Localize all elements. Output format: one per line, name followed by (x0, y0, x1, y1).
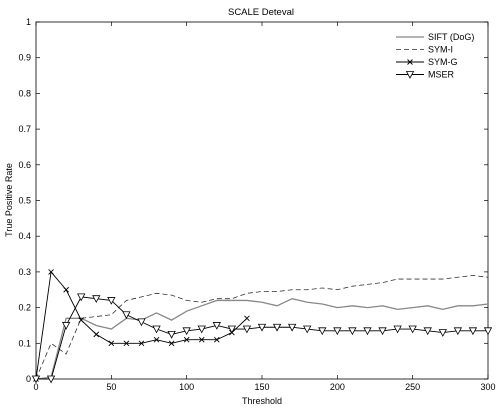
y-tick-label: 0.3 (18, 267, 31, 277)
x-marker (407, 59, 413, 65)
triangle-marker (438, 329, 447, 337)
legend-label: SYM-I (428, 45, 453, 55)
x-tick-label: 200 (330, 382, 345, 392)
x-marker (168, 340, 175, 347)
series-3 (31, 293, 493, 384)
triangle-marker (167, 330, 176, 339)
y-tick-label: 0.2 (18, 303, 31, 313)
triangle-marker (182, 327, 191, 336)
triangle-marker (408, 325, 417, 334)
y-axis-title: True Positive Rate (4, 163, 14, 237)
x-marker (213, 336, 220, 343)
triangle-marker (348, 327, 357, 336)
triangle-marker (468, 327, 478, 336)
triangle-marker (318, 327, 327, 336)
triangle-marker (46, 375, 56, 384)
triangle-marker (77, 293, 86, 302)
x-marker (138, 340, 145, 347)
triangle-marker (152, 325, 161, 334)
triangle-marker (122, 311, 131, 320)
triangle-marker (287, 323, 297, 332)
triangle-marker (423, 327, 432, 336)
x-marker (93, 331, 100, 338)
series-0 (35, 297, 489, 380)
triangle-marker (453, 327, 463, 336)
triangle-marker (212, 322, 221, 330)
x-tick-label: 300 (480, 382, 495, 392)
y-tick-label: 0.9 (18, 53, 31, 63)
y-tick-label: 0.4 (18, 231, 31, 241)
x-marker (108, 340, 115, 347)
legend-entry: SYM-I (396, 45, 453, 55)
triangle-marker (272, 323, 282, 332)
triangle-marker (92, 295, 101, 304)
triangle-marker (483, 327, 493, 336)
triangle-marker (257, 323, 267, 332)
x-marker (78, 317, 85, 323)
legend-entry: MSER (396, 70, 455, 80)
triangle-marker (303, 325, 312, 334)
y-tick-label: 0.8 (18, 88, 31, 98)
triangle-marker (363, 327, 372, 336)
triangle-marker (61, 322, 71, 330)
x-tick-label: 150 (254, 382, 269, 392)
x-tick-label: 100 (179, 382, 194, 392)
x-axis-title: Threshold (242, 396, 282, 406)
y-tick-label: 0 (26, 374, 31, 384)
triangle-marker (333, 327, 342, 336)
triangle-marker (242, 325, 252, 334)
series-layer (31, 269, 493, 384)
triangle-marker (393, 325, 402, 334)
chart-title: SCALE Deteval (228, 7, 294, 18)
x-marker (198, 336, 205, 343)
x-marker (48, 269, 54, 275)
y-tick-label: 0.5 (18, 196, 31, 206)
y-tick-label: 0.7 (18, 124, 31, 134)
x-marker (63, 286, 69, 293)
x-tick-label: 50 (106, 382, 116, 392)
x-marker (153, 336, 160, 343)
series-line (36, 296, 488, 380)
series-line (35, 297, 489, 380)
x-marker (123, 340, 130, 347)
legend-entry: SIFT (DoG) (396, 32, 474, 42)
y-tick-label: 1 (26, 17, 31, 27)
x-tick-label: 250 (405, 382, 420, 392)
triangle-marker (197, 325, 206, 334)
y-tick-label: 0.6 (18, 160, 31, 170)
x-marker (244, 315, 250, 322)
triangle-marker (107, 297, 116, 305)
triangle-marker (227, 325, 237, 334)
triangle-marker (31, 375, 41, 384)
legend-label: MSER (428, 70, 455, 80)
legend-label: SYM-G (428, 57, 458, 67)
triangle-marker (378, 327, 387, 336)
x-marker (183, 336, 190, 343)
axis-ticks: 0 50 100 150 200 250 300 0 0.1 0.2 0.3 0.4 0.5 0.6 0.7… (18, 17, 495, 392)
legend-label: SIFT (DoG) (428, 32, 474, 42)
legend-entry: SYM-G (396, 57, 458, 67)
triangle-marker (405, 71, 415, 79)
x-tick-label: 0 (33, 382, 38, 392)
legend: SIFT (DoG) SYM-I SYM-G MSER (392, 26, 484, 98)
y-tick-label: 0.1 (18, 338, 31, 348)
triangle-marker (137, 318, 146, 327)
